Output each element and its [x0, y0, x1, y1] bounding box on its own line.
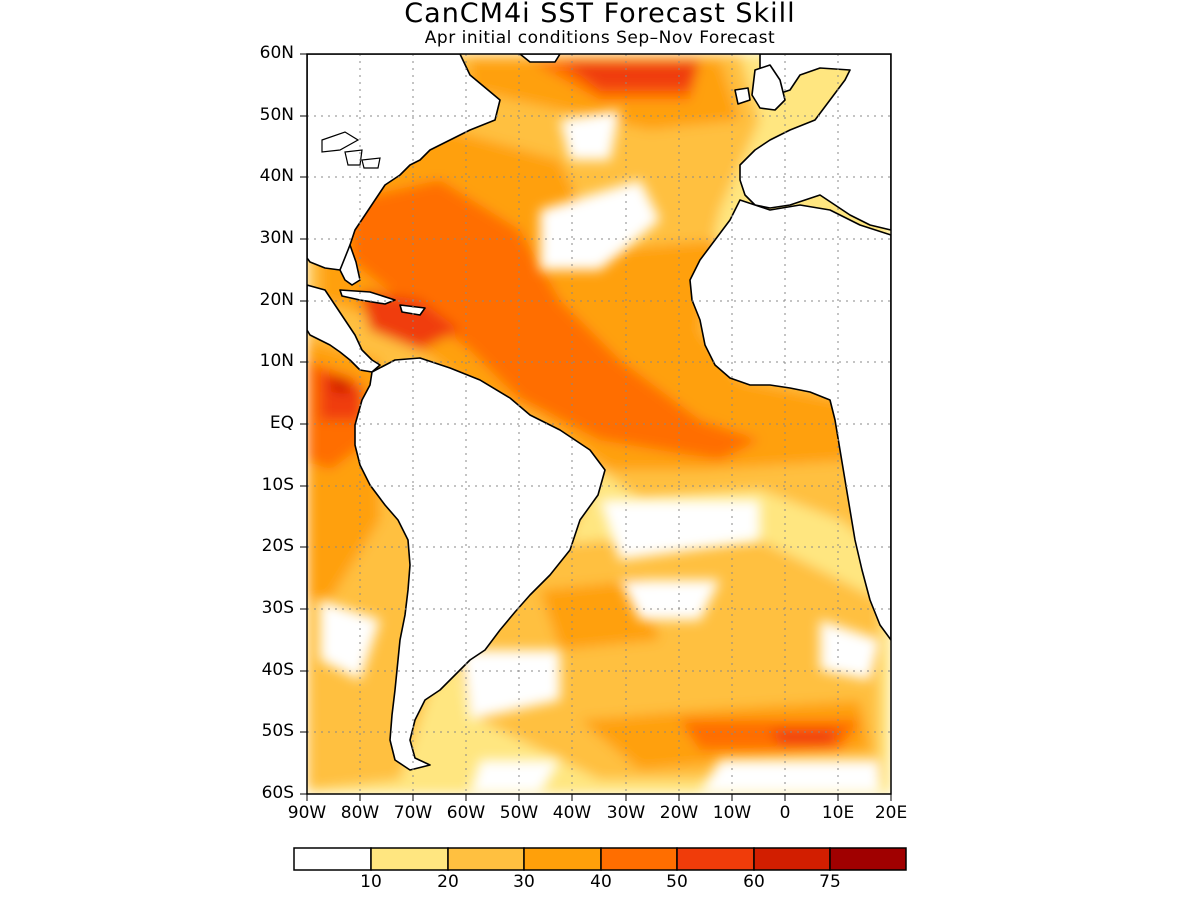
lon-label: 90W: [287, 803, 327, 823]
colorbar-label: 20: [437, 872, 459, 892]
lon-label: 20W: [659, 803, 699, 823]
lat-label: 30N: [259, 228, 294, 248]
colorbar-swatch-7: [829, 847, 907, 871]
lat-label: 10S: [261, 475, 294, 495]
lon-label: 40W: [552, 803, 592, 823]
graticule: [307, 54, 891, 794]
map-title: CanCM4i SST Forecast Skill: [404, 0, 796, 29]
lat-label: 50S: [261, 721, 294, 741]
colorbar-swatch-3: [523, 847, 602, 871]
lat-label: 20S: [261, 536, 294, 556]
colorbar: [293, 847, 907, 871]
lon-label: 50W: [499, 803, 539, 823]
lon-label: 20E: [874, 803, 908, 823]
skill-field: [307, 54, 891, 794]
lat-label: 10N: [259, 351, 294, 371]
lon-label: 70W: [393, 803, 433, 823]
lat-label: 60S: [261, 783, 294, 803]
lat-label: 40N: [259, 166, 294, 186]
great-lakes: [321, 131, 381, 169]
lat-label: 40S: [261, 660, 294, 680]
axis-ticks: [300, 53, 892, 801]
colorbar-swatch-2: [447, 847, 525, 871]
colorbar-swatch-5: [676, 847, 755, 871]
lon-label: 0: [779, 803, 791, 823]
lat-label: 30S: [261, 598, 294, 618]
colorbar-label: 40: [590, 872, 612, 892]
map-subtitle: Apr initial conditions Sep–Nov Forecast: [424, 28, 776, 48]
lat-label: 60N: [259, 43, 294, 63]
colorbar-swatch-4: [600, 847, 678, 871]
colorbar-label: 75: [819, 872, 841, 892]
colorbar-label: 30: [513, 872, 535, 892]
colorbar-swatch-1: [370, 847, 449, 871]
colorbar-label: 50: [666, 872, 688, 892]
lon-label: 10E: [821, 803, 855, 823]
lon-label: 30W: [606, 803, 646, 823]
colorbar-swatch-0: [293, 847, 372, 871]
lon-label: 10W: [712, 803, 752, 823]
lat-label: EQ: [269, 413, 294, 433]
lon-label: 60W: [446, 803, 486, 823]
lon-label: 80W: [340, 803, 380, 823]
colorbar-label: 10: [360, 872, 382, 892]
lat-label: 50N: [259, 105, 294, 125]
land-masses: [307, 54, 891, 771]
colorbar-swatch-6: [753, 847, 831, 871]
lat-label: 20N: [259, 290, 294, 310]
colorbar-label: 60: [743, 872, 765, 892]
